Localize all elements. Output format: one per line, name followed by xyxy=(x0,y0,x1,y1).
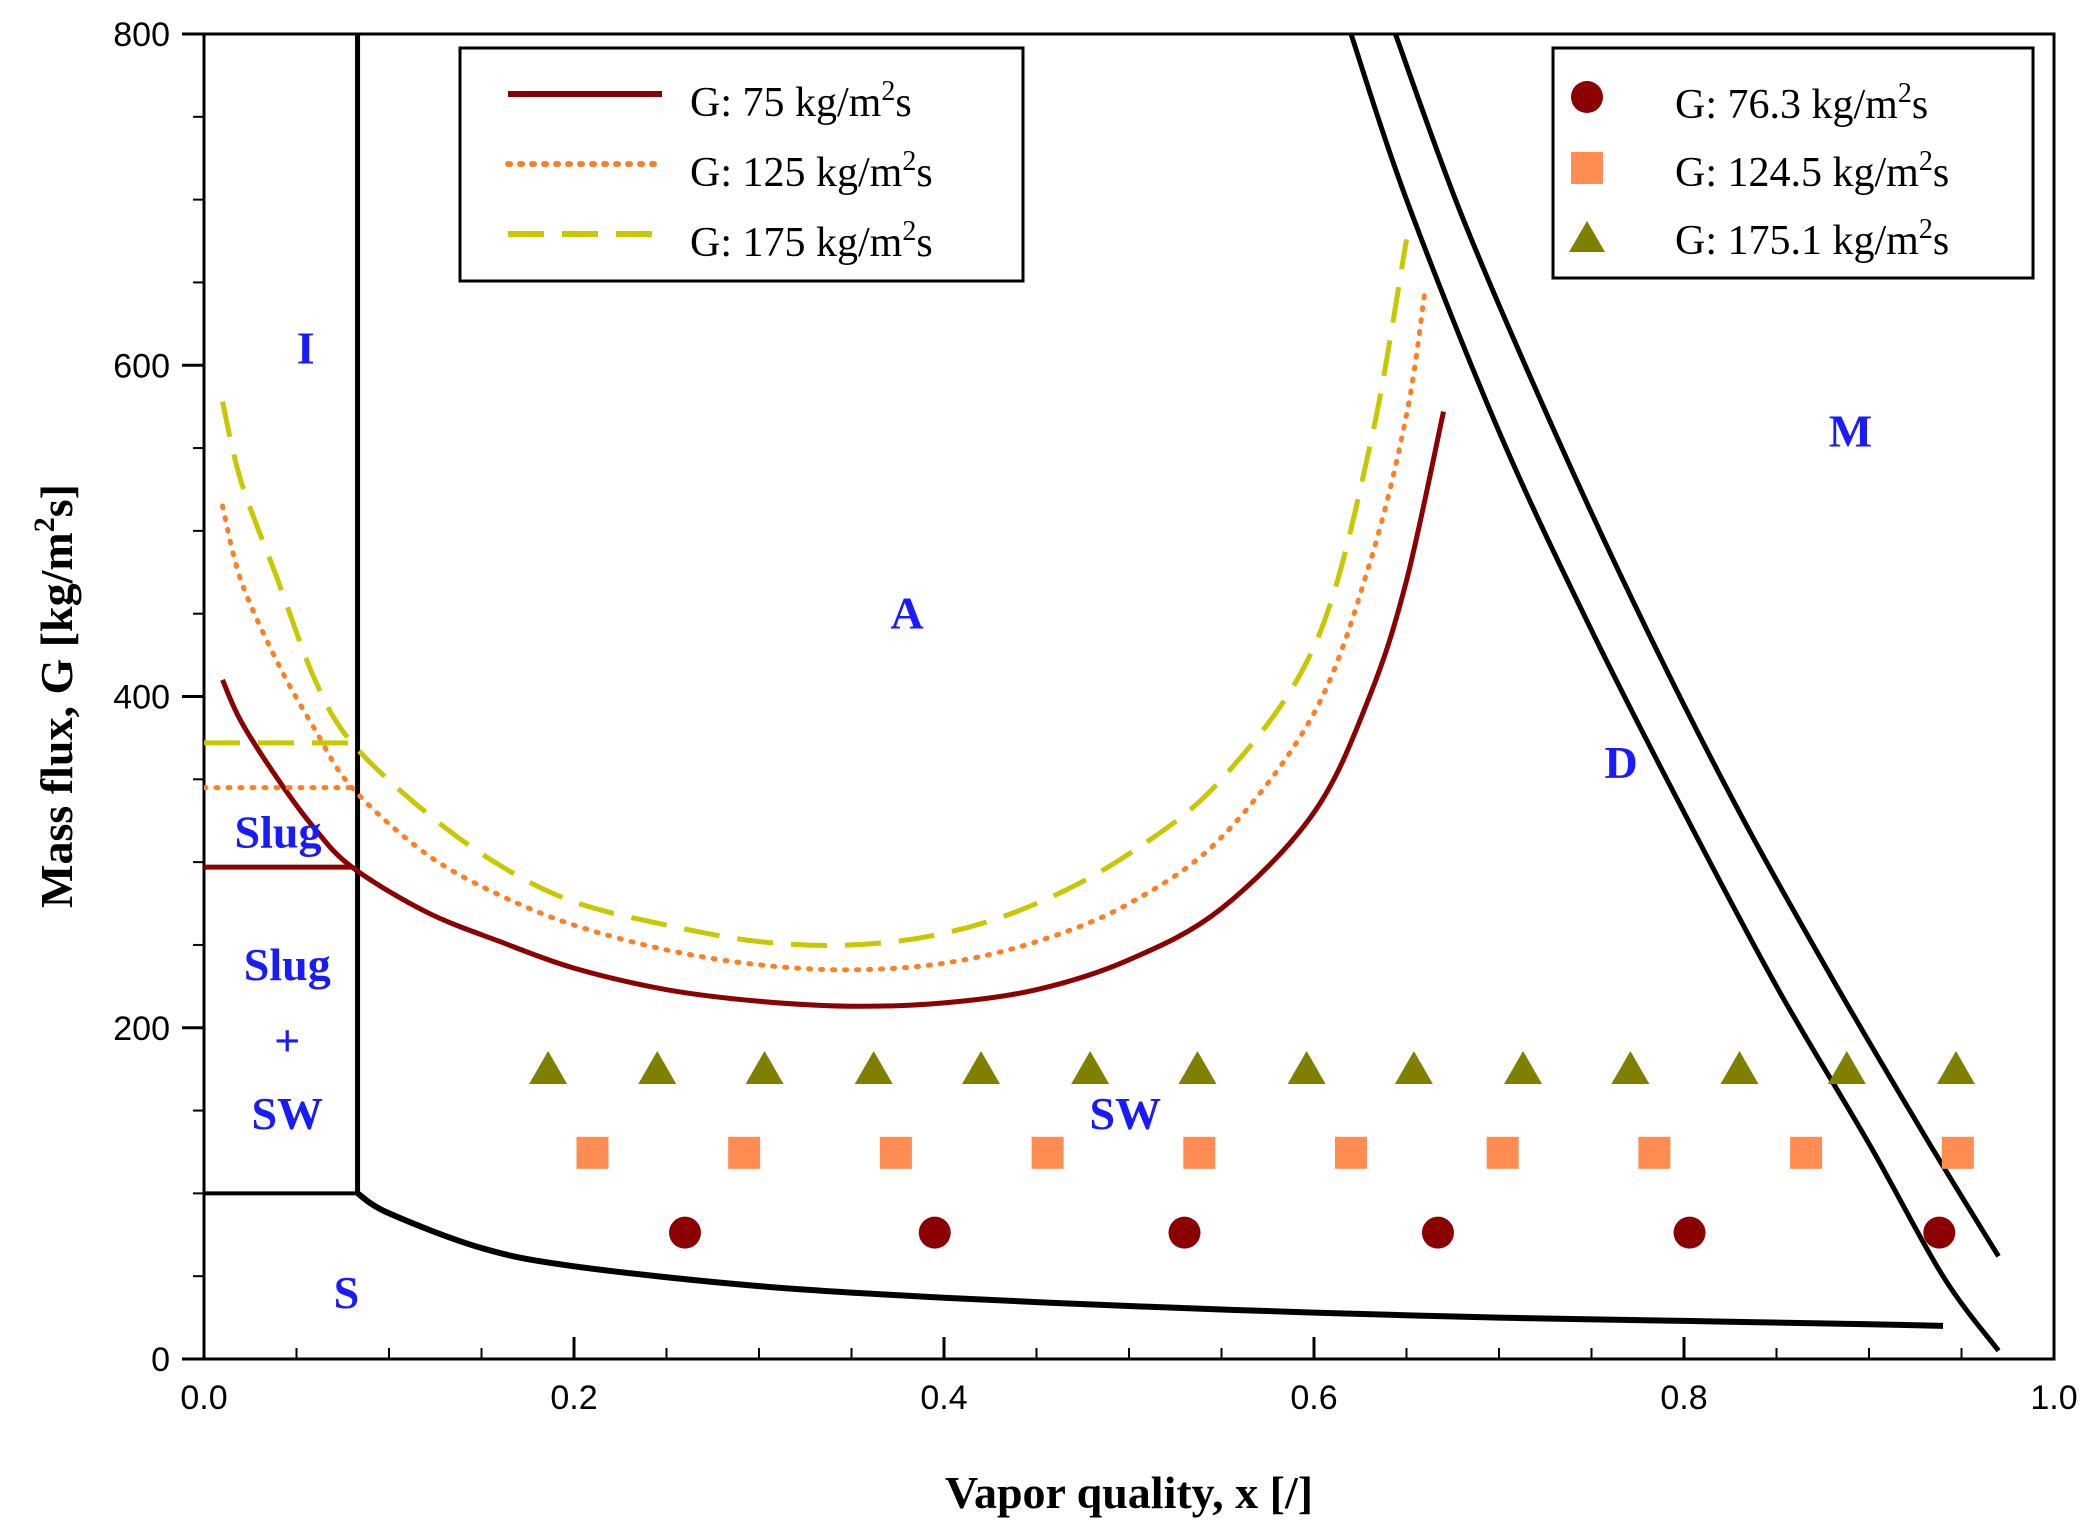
region-label: A xyxy=(890,588,923,639)
boundary-dryout-outer xyxy=(1393,34,2001,1258)
marker-square xyxy=(728,1136,761,1169)
marker-triangle xyxy=(962,1050,1000,1084)
legend-marker-square xyxy=(1571,152,1603,184)
x-tick-label: 0.8 xyxy=(1660,1379,1707,1417)
y-tick-label: 600 xyxy=(113,347,170,385)
marker-triangle xyxy=(1936,1050,1975,1084)
x-tick-label: 0.6 xyxy=(1290,1379,1337,1417)
x-tick-label: 0.4 xyxy=(920,1379,967,1417)
y-axis-title-sup: 2 xyxy=(28,517,61,532)
boundary-stratified-curve xyxy=(355,1190,1944,1329)
marker-circle xyxy=(918,1216,951,1249)
x-tick-label: 1.0 xyxy=(2030,1379,2077,1417)
series-line-0 xyxy=(220,411,1446,1009)
legend-marker-g124-label: G: 124.5 kg/m2s xyxy=(1675,146,1949,196)
marker-triangle xyxy=(1720,1050,1759,1084)
y-axis-title-end: s] xyxy=(31,484,82,517)
marker-square xyxy=(1031,1136,1064,1169)
legend-line-g125-label: G: 125 kg/m2s xyxy=(690,146,933,196)
marker-triangle xyxy=(1611,1050,1650,1084)
series-line-2 xyxy=(220,238,1409,948)
marker-circle xyxy=(1421,1216,1454,1249)
marker-triangle xyxy=(638,1050,677,1084)
marker-triangle xyxy=(745,1050,784,1084)
marker-circle xyxy=(669,1216,701,1249)
legend-markers-box xyxy=(1551,46,2035,280)
y-tick-label: 200 xyxy=(113,1010,170,1048)
marker-square xyxy=(879,1136,912,1169)
marker-triangle xyxy=(1504,1050,1543,1084)
region-label: SW xyxy=(1090,1088,1162,1139)
y-axis-title-main: Mass flux, G [kg/m xyxy=(31,532,82,908)
marker-square xyxy=(1941,1136,1974,1169)
region-label: Slug xyxy=(235,806,322,857)
legend-marker-g76-label: G: 76.3 kg/m2s xyxy=(1675,78,1928,128)
y-tick-label: 400 xyxy=(113,679,170,717)
region-label: Slug xyxy=(244,939,331,990)
marker-triangle xyxy=(1178,1050,1217,1084)
legend-lines: G: 75 kg/m2s G: 125 kg/m2s G: 175 kg/m2s xyxy=(458,46,1025,283)
boundary-dryout-inner xyxy=(1348,34,2001,1353)
marker-triangle xyxy=(529,1050,568,1084)
legend-marker-circle xyxy=(1571,81,1603,113)
legend-markers: G: 76.3 kg/m2s G: 124.5 kg/m2s G: 175.1 … xyxy=(1551,46,2035,280)
marker-square xyxy=(1790,1136,1823,1169)
marker-triangle xyxy=(1827,1050,1866,1084)
x-axis-title: Vapor quality, x [/] xyxy=(945,1467,1313,1518)
marker-square xyxy=(1638,1136,1671,1169)
region-label: S xyxy=(334,1267,360,1318)
marker-circle xyxy=(1673,1216,1706,1249)
legend-marker-g175-label: G: 175.1 kg/m2s xyxy=(1675,214,1949,264)
marker-square xyxy=(1183,1136,1216,1169)
region-label: + xyxy=(274,1015,300,1066)
y-tick-label: 0 xyxy=(151,1341,170,1379)
region-label: M xyxy=(1829,406,1872,457)
x-tick-label: 0.2 xyxy=(550,1379,597,1417)
marker-square xyxy=(576,1136,609,1169)
y-axis-title: Mass flux, G [kg/m2s] xyxy=(28,484,82,908)
region-label: I xyxy=(297,323,315,374)
series-line-1 xyxy=(220,288,1428,973)
marker-triangle xyxy=(854,1050,893,1084)
x-tick-label: 0.0 xyxy=(180,1379,227,1417)
y-tick-label: 800 xyxy=(113,16,170,54)
region-label: SW xyxy=(251,1088,323,1139)
legend-marker-triangle xyxy=(1569,221,1605,252)
marker-square xyxy=(1335,1136,1367,1169)
marker-circle xyxy=(1168,1216,1201,1249)
region-label: D xyxy=(1604,737,1637,788)
marker-square xyxy=(1486,1136,1519,1169)
marker-triangle xyxy=(1394,1050,1433,1084)
legend-line-g75-label: G: 75 kg/m2s xyxy=(690,76,912,126)
marker-circle xyxy=(1923,1216,1956,1249)
marker-triangle xyxy=(1287,1050,1326,1084)
legend-line-g175-label: G: 175 kg/m2s xyxy=(690,216,933,266)
marker-triangle xyxy=(1071,1050,1110,1084)
